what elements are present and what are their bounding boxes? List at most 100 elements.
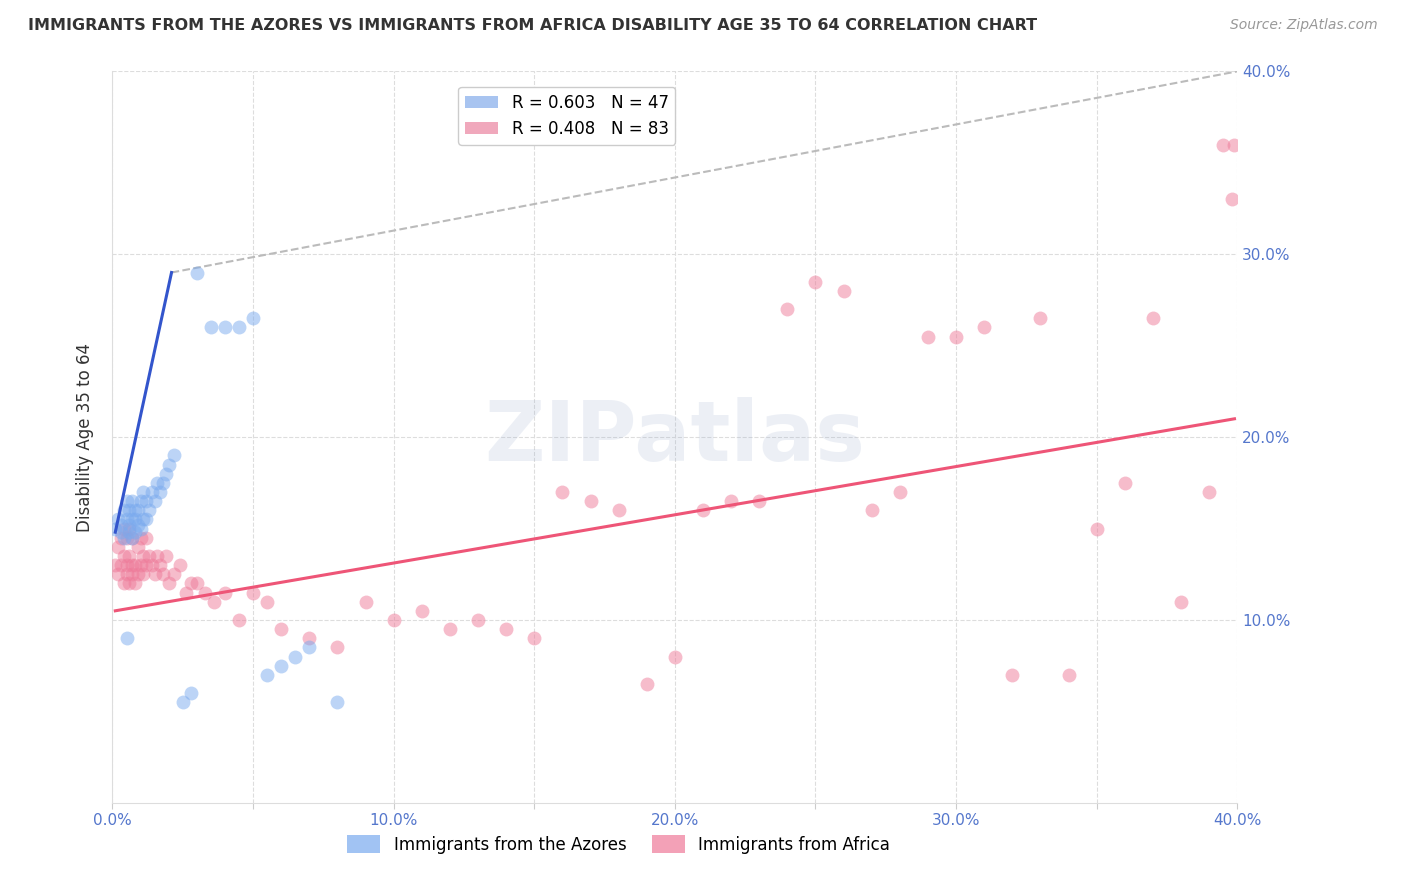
Point [1114, 475, 1136, 490]
Point [132, 485, 155, 500]
Point [118, 503, 141, 517]
Point [157, 576, 180, 591]
Point [149, 485, 172, 500]
Point [129, 521, 152, 535]
Point [326, 640, 349, 655]
Point [115, 632, 138, 646]
Point [155, 549, 177, 563]
Point [180, 686, 202, 700]
Point [115, 558, 138, 573]
Point [1029, 311, 1052, 326]
Point [138, 503, 160, 517]
Point [135, 531, 157, 545]
Point [107, 567, 129, 582]
Point [1057, 667, 1080, 681]
Point [129, 558, 152, 573]
Point [256, 667, 278, 681]
Point [579, 494, 602, 508]
Point [945, 329, 967, 343]
Point [186, 266, 208, 280]
Point [804, 275, 827, 289]
Point [107, 512, 129, 526]
Point [748, 494, 770, 508]
Point [354, 594, 377, 608]
Point [180, 576, 202, 591]
Point [118, 517, 141, 532]
Point [141, 558, 163, 573]
Point [112, 531, 135, 545]
Point [115, 494, 138, 508]
Point [202, 594, 225, 608]
Point [141, 485, 163, 500]
Point [169, 558, 191, 573]
Point [132, 512, 155, 526]
Point [298, 632, 321, 646]
Point [163, 448, 186, 462]
Text: ZIPatlas: ZIPatlas [485, 397, 865, 477]
Legend: Immigrants from the Azores, Immigrants from Africa: Immigrants from the Azores, Immigrants f… [340, 829, 897, 860]
Point [636, 677, 658, 691]
Point [860, 503, 883, 517]
Point [121, 531, 143, 545]
Point [124, 558, 146, 573]
Point [439, 622, 461, 636]
Point [1170, 594, 1192, 608]
Point [107, 540, 129, 554]
Point [121, 558, 143, 573]
Point [174, 585, 197, 599]
Point [1001, 667, 1024, 681]
Point [228, 613, 250, 627]
Point [129, 494, 152, 508]
Point [115, 512, 138, 526]
Point [194, 585, 217, 599]
Point [214, 585, 236, 599]
Point [1223, 137, 1246, 152]
Point [172, 695, 194, 709]
Point [124, 576, 146, 591]
Point [104, 521, 127, 535]
Point [127, 540, 149, 554]
Point [118, 521, 141, 535]
Point [104, 558, 127, 573]
Point [298, 640, 321, 655]
Point [124, 525, 146, 540]
Point [146, 549, 169, 563]
Point [242, 311, 264, 326]
Point [917, 329, 939, 343]
Point [270, 658, 292, 673]
Point [495, 622, 517, 636]
Point [115, 531, 138, 545]
Point [121, 512, 143, 526]
Point [155, 467, 177, 481]
Point [973, 320, 995, 334]
Point [889, 485, 911, 500]
Point [776, 301, 799, 317]
Point [382, 613, 405, 627]
Point [228, 320, 250, 334]
Point [118, 576, 141, 591]
Point [832, 284, 855, 298]
Point [118, 549, 141, 563]
Point [157, 458, 180, 472]
Point [121, 494, 143, 508]
Point [127, 503, 149, 517]
Point [551, 485, 574, 500]
Point [1220, 192, 1243, 206]
Point [112, 521, 135, 535]
Point [135, 512, 157, 526]
Point [152, 567, 174, 582]
Point [146, 475, 169, 490]
Point [214, 320, 236, 334]
Point [110, 531, 132, 545]
Point [121, 531, 143, 545]
Point [112, 549, 135, 563]
Point [118, 525, 141, 540]
Point [132, 549, 155, 563]
Point [110, 517, 132, 532]
Point [124, 512, 146, 526]
Point [607, 503, 630, 517]
Point [143, 494, 166, 508]
Point [135, 558, 157, 573]
Text: Source: ZipAtlas.com: Source: ZipAtlas.com [1230, 18, 1378, 32]
Point [129, 531, 152, 545]
